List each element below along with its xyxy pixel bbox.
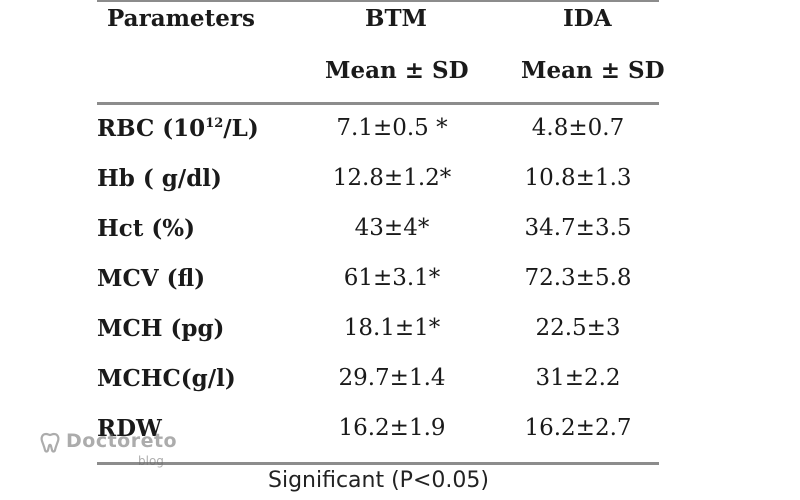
table-row-rbc: RBC (1012/L) 7.1±0.5 * 4.8±0.7 bbox=[97, 107, 659, 157]
watermark-logo: Doctoreto blog bbox=[40, 430, 180, 474]
table-bottom-rule bbox=[97, 462, 659, 465]
row-btm-value: 61±3.1* bbox=[343, 265, 441, 291]
row-btm-value: 18.1±1* bbox=[343, 315, 441, 341]
param-tail: /L) bbox=[223, 115, 259, 142]
table-row-mch: MCH (pg) 18.1±1* 22.5±3 bbox=[97, 307, 659, 357]
header-ida: IDA bbox=[563, 5, 612, 32]
tooth-logo-icon bbox=[40, 432, 60, 453]
row-ida-value: 22.5±3 bbox=[535, 315, 621, 341]
row-param: RBC (1012/L) bbox=[97, 115, 259, 142]
table-top-rule bbox=[97, 0, 659, 2]
header-parameters: Parameters bbox=[107, 5, 255, 32]
row-ida-value: 16.2±2.7 bbox=[524, 415, 632, 441]
row-btm-value: 43±4* bbox=[354, 215, 430, 241]
watermark-name: Doctoreto bbox=[66, 430, 178, 452]
comparison-table: Parameters BTM IDA Mean ± SD Mean ± SD R… bbox=[97, 0, 665, 500]
table-row-mchc: MCHC(g/l) 29.7±1.4 31±2.2 bbox=[97, 357, 659, 407]
header-ida-mean-sd: Mean ± SD bbox=[521, 57, 665, 84]
row-param: Hb ( g/dl) bbox=[97, 165, 222, 192]
table-row-hb: Hb ( g/dl) 12.8±1.2* 10.8±1.3 bbox=[97, 157, 659, 207]
row-btm-value: 12.8±1.2* bbox=[332, 165, 452, 191]
row-param: MCHC(g/l) bbox=[97, 365, 236, 392]
row-btm-value: 16.2±1.9 bbox=[338, 415, 446, 441]
watermark-sub: blog bbox=[138, 454, 164, 468]
row-param: RDW bbox=[97, 415, 162, 442]
row-ida-value: 31±2.2 bbox=[535, 365, 621, 391]
row-btm-value: 29.7±1.4 bbox=[338, 365, 446, 391]
row-ida-value: 34.7±3.5 bbox=[524, 215, 632, 241]
header-btm-mean-sd: Mean ± SD bbox=[325, 57, 469, 84]
table-row-mcv: MCV (fl) 61±3.1* 72.3±5.8 bbox=[97, 257, 659, 307]
header-btm: BTM bbox=[365, 5, 428, 32]
table-header-rule bbox=[97, 102, 659, 105]
row-param: Hct (%) bbox=[97, 215, 195, 242]
row-param: MCV (fl) bbox=[97, 265, 206, 292]
table-row-rdw: RDW 16.2±1.9 16.2±2.7 bbox=[97, 407, 659, 457]
row-btm-value: 7.1±0.5 * bbox=[336, 115, 448, 141]
param-superscript: 12 bbox=[205, 116, 224, 131]
significance-footnote: Significant (P<0.05) bbox=[268, 468, 489, 493]
row-ida-value: 4.8±0.7 bbox=[531, 115, 625, 141]
row-param: MCH (pg) bbox=[97, 315, 225, 342]
row-ida-value: 10.8±1.3 bbox=[524, 165, 632, 191]
table-row-hct: Hct (%) 43±4* 34.7±3.5 bbox=[97, 207, 659, 257]
param-main: RBC (10 bbox=[97, 115, 206, 142]
row-ida-value: 72.3±5.8 bbox=[524, 265, 632, 291]
